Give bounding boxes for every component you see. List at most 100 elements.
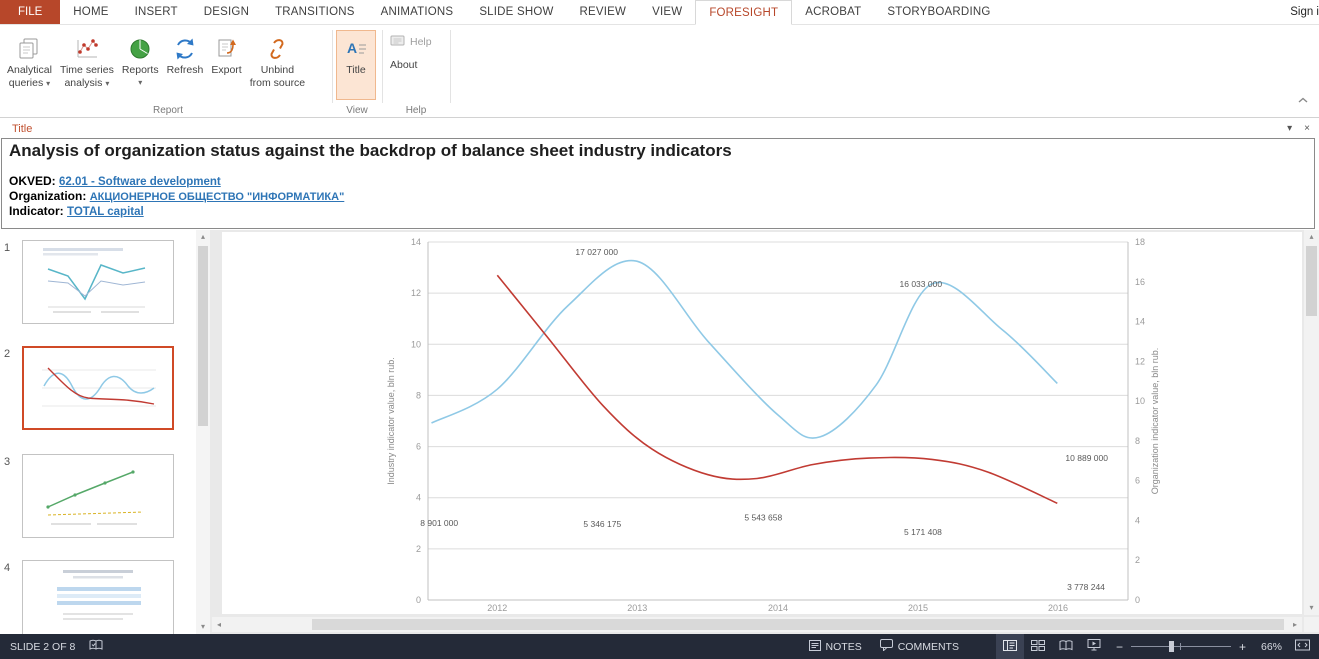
tab-animations[interactable]: ANIMATIONS (380, 6, 454, 18)
fit-to-window-icon (1295, 639, 1310, 654)
group-label-view: View (346, 105, 368, 116)
reports-icon (127, 34, 153, 64)
scroll-up-icon[interactable]: ▴ (200, 232, 205, 241)
slide-thumbnail-4[interactable]: 4 (4, 560, 174, 644)
okved-link[interactable]: 62.01 - Software development (59, 176, 221, 188)
svg-text:2012: 2012 (487, 603, 507, 613)
normal-view-button[interactable] (995, 634, 1024, 659)
reading-view-button[interactable] (1052, 634, 1080, 659)
export-icon (214, 34, 240, 64)
title-panel: Analysis of organization status against … (1, 138, 1315, 229)
button-label: Export (211, 64, 242, 76)
panel-collapse-icon[interactable]: ▾ (1287, 123, 1293, 134)
svg-text:6: 6 (1135, 476, 1140, 486)
time-series-analysis-button[interactable]: Time series analysis ▾ (57, 30, 117, 100)
tab-review[interactable]: REVIEW (579, 6, 627, 18)
svg-text:8 901 000: 8 901 000 (420, 518, 458, 528)
slide-sorter-view-button[interactable] (1024, 634, 1052, 659)
svg-text:A: A (347, 40, 357, 56)
chevron-down-icon: ▾ (138, 77, 143, 87)
tab-transitions[interactable]: TRANSITIONS (275, 6, 355, 18)
zoom-slider-thumb[interactable] (1168, 641, 1174, 652)
vertical-scrollbar-thumb[interactable] (1306, 246, 1317, 316)
help-button[interactable]: Help (390, 34, 432, 50)
analytical-queries-button[interactable]: Analytical queries ▾ (4, 30, 55, 100)
reports-button[interactable]: Reports ▾ (119, 30, 162, 100)
slide-number: 2 (4, 348, 11, 360)
title-toggle-button[interactable]: A Title (336, 30, 376, 100)
tab-foresight[interactable]: FORESIGHT (695, 0, 793, 25)
unbind-icon (264, 34, 290, 64)
button-label: Analytical (7, 64, 52, 76)
sign-in-link[interactable]: Sign i (1290, 6, 1319, 18)
slide-chart[interactable]: 0 2 4 6 8 10 12 14 0 2 4 6 8 10 12 14 16 18 2012 2013 2014 20… (380, 232, 1170, 618)
zoom-percentage[interactable]: 66% (1260, 640, 1282, 653)
tab-storyboarding[interactable]: STORYBOARDING (887, 6, 991, 18)
horizontal-scrollbar-thumb[interactable] (312, 619, 1284, 630)
tab-acrobat[interactable]: ACROBAT (805, 6, 862, 18)
notes-icon (808, 639, 821, 654)
unbind-from-source-button[interactable]: Unbind from source (247, 30, 308, 100)
title-panel-header: Title ▾ × (0, 119, 1319, 138)
svg-text:14: 14 (1135, 317, 1145, 327)
zoom-slider[interactable] (1130, 634, 1231, 659)
organization-link[interactable]: АКЦИОНЕРНОЕ ОБЩЕСТВО "ИНФОРМАТИКА" (89, 191, 345, 203)
slide-canvas[interactable]: 0 2 4 6 8 10 12 14 0 2 4 6 8 10 12 14 16 18 2012 2013 2014 20… (222, 232, 1302, 614)
slide-show-icon (1087, 639, 1101, 654)
comments-button[interactable]: COMMENTS (871, 634, 968, 659)
thumbnail-scrollbar-thumb[interactable] (198, 246, 208, 426)
svg-text:5 543 658: 5 543 658 (744, 512, 782, 522)
reading-view-icon (1059, 639, 1073, 654)
zoom-slider-track (1130, 646, 1231, 647)
report-heading: Analysis of organization status against … (9, 141, 732, 160)
indicator-link[interactable]: TOTAL capital (67, 206, 144, 218)
export-button[interactable]: Export (208, 30, 244, 100)
tab-design[interactable]: DESIGN (203, 6, 250, 18)
svg-text:0: 0 (1135, 595, 1140, 605)
svg-text:10 889 000: 10 889 000 (1065, 453, 1108, 463)
about-button[interactable]: About (390, 59, 432, 71)
svg-text:4: 4 (1135, 515, 1140, 525)
tab-slide-show[interactable]: SLIDE SHOW (479, 6, 554, 18)
svg-text:2: 2 (1135, 555, 1140, 565)
panel-title: Title (12, 122, 33, 135)
thumbnail-scrollbar[interactable]: ▴ ▾ (196, 230, 210, 634)
title-icon: A (344, 34, 368, 64)
scroll-right-icon[interactable]: ▸ (1292, 620, 1297, 629)
vertical-scrollbar[interactable]: ▴ ▾ (1304, 230, 1319, 615)
slide-1-thumbnail-preview (22, 240, 174, 324)
panel-close-icon[interactable]: × (1304, 123, 1310, 134)
slide-show-button[interactable] (1080, 634, 1108, 659)
analytical-queries-icon (16, 34, 42, 64)
slide-thumbnail-1[interactable]: 1 (4, 240, 174, 324)
indicator-field: Indicator: TOTAL capital (9, 204, 1307, 219)
tab-file[interactable]: FILE (0, 0, 61, 24)
svg-text:5 346 175: 5 346 175 (583, 519, 621, 529)
slide-thumbnail-panel: 1 2 3 4 (0, 230, 210, 644)
fit-slide-to-window-button[interactable] (1288, 634, 1317, 659)
slide-thumbnail-2[interactable]: 2 (4, 346, 174, 430)
svg-text:2014: 2014 (768, 603, 788, 613)
tab-insert[interactable]: INSERT (134, 6, 178, 18)
tab-view[interactable]: VIEW (652, 6, 683, 18)
scroll-up-icon[interactable]: ▴ (1309, 232, 1314, 241)
notes-button[interactable]: NOTES (800, 634, 871, 659)
zoom-out-button[interactable]: − (1115, 639, 1123, 654)
tab-home[interactable]: HOME (73, 6, 109, 18)
svg-text:12: 12 (411, 288, 421, 298)
refresh-button[interactable]: Refresh (164, 30, 207, 100)
collapse-ribbon-button[interactable] (1297, 91, 1309, 109)
chevron-down-icon: ▾ (105, 78, 110, 88)
zoom-in-button[interactable]: + (1238, 639, 1246, 654)
scroll-down-icon[interactable]: ▾ (1309, 603, 1314, 612)
slide-thumbnail-3[interactable]: 3 (4, 454, 174, 538)
svg-text:10: 10 (1135, 396, 1145, 406)
button-label: Unbind (260, 64, 295, 76)
scroll-down-icon[interactable]: ▾ (200, 622, 205, 631)
proofing-status-icon[interactable] (89, 639, 103, 654)
horizontal-scrollbar[interactable]: ◂ ▸ (212, 617, 1302, 632)
scroll-left-icon[interactable]: ◂ (216, 620, 221, 629)
refresh-icon (172, 34, 198, 64)
slide-indicator[interactable]: SLIDE 2 OF 8 (10, 640, 76, 653)
svg-text:16: 16 (1135, 277, 1145, 287)
